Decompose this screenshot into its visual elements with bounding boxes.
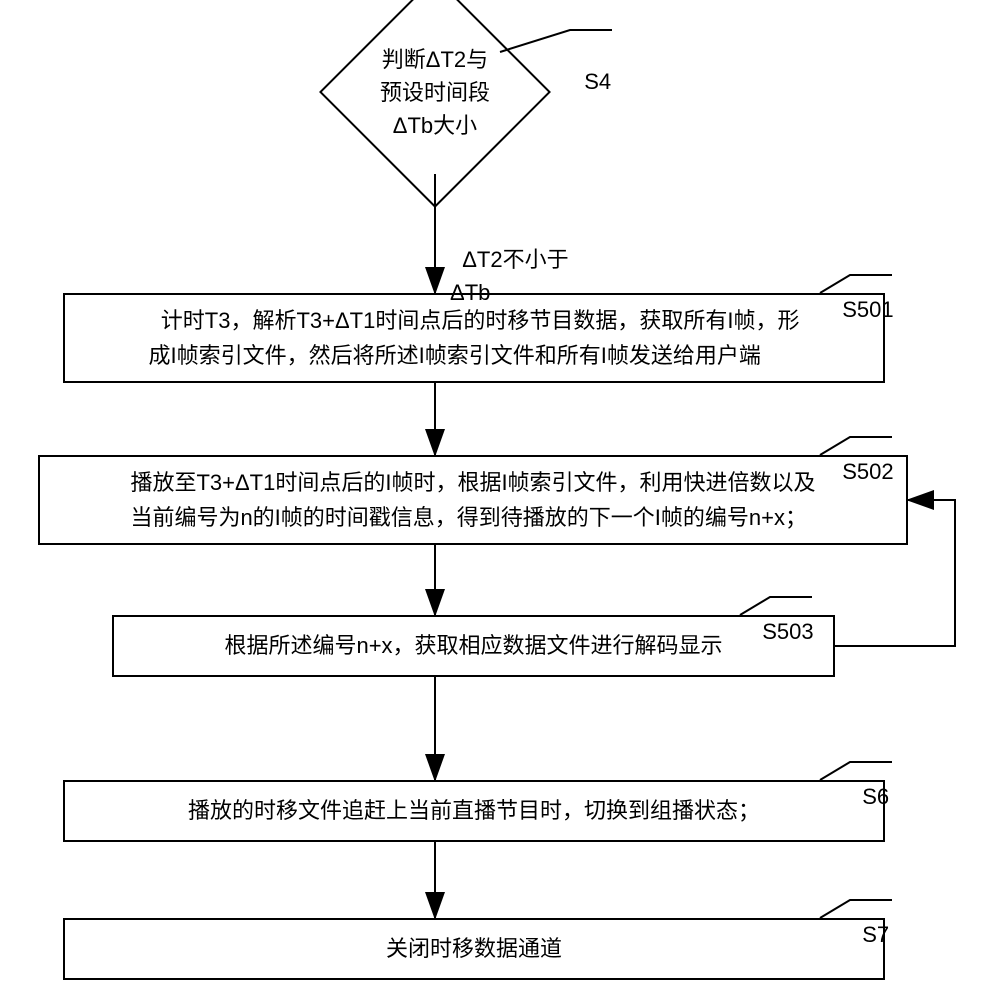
step-label-s501: S501 xyxy=(830,260,894,326)
label-text: S501 xyxy=(842,297,893,322)
label-text: ΔT2不小于 ΔTb xyxy=(450,247,569,305)
process-s7: 关闭时移数据通道 xyxy=(63,918,885,980)
label-text: S503 xyxy=(762,619,813,644)
step-label-s7: S7 xyxy=(850,885,889,951)
node-text: 播放的时移文件追赶上当前直播节目时，切换到组播状态； xyxy=(188,793,760,828)
step-label-s502: S502 xyxy=(830,422,894,488)
step-label-s4: S4 xyxy=(572,32,611,98)
label-text: S502 xyxy=(842,459,893,484)
node-text: 判断ΔT2与 预设时间段 ΔTb大小 xyxy=(380,43,490,142)
node-text: 计时T3，解析T3+ΔT1时间点后的时移节目数据，获取所有I帧，形 成I帧索引文… xyxy=(149,303,800,373)
process-s502: 播放至T3+ΔT1时间点后的I帧时，根据I帧索引文件，利用快进倍数以及 当前编号… xyxy=(38,455,908,545)
process-s503: 根据所述编号n+x，获取相应数据文件进行解码显示 xyxy=(112,615,835,677)
decision-s4: 判断ΔT2与 预设时间段 ΔTb大小 xyxy=(353,10,517,174)
decision-s4-text: 判断ΔT2与 预设时间段 ΔTb大小 xyxy=(353,10,517,174)
node-text: 根据所述编号n+x，获取相应数据文件进行解码显示 xyxy=(224,628,722,663)
step-label-s503: S503 xyxy=(750,582,814,648)
label-text: S6 xyxy=(862,784,889,809)
edge-label-s4-s501: ΔT2不小于 ΔTb xyxy=(450,210,569,309)
label-text: S7 xyxy=(862,922,889,947)
node-text: 关闭时移数据通道 xyxy=(386,931,562,966)
node-text: 播放至T3+ΔT1时间点后的I帧时，根据I帧索引文件，利用快进倍数以及 当前编号… xyxy=(130,465,815,535)
label-text: S4 xyxy=(584,69,611,94)
process-s6: 播放的时移文件追赶上当前直播节目时，切换到组播状态； xyxy=(63,780,885,842)
step-label-s6: S6 xyxy=(850,747,889,813)
